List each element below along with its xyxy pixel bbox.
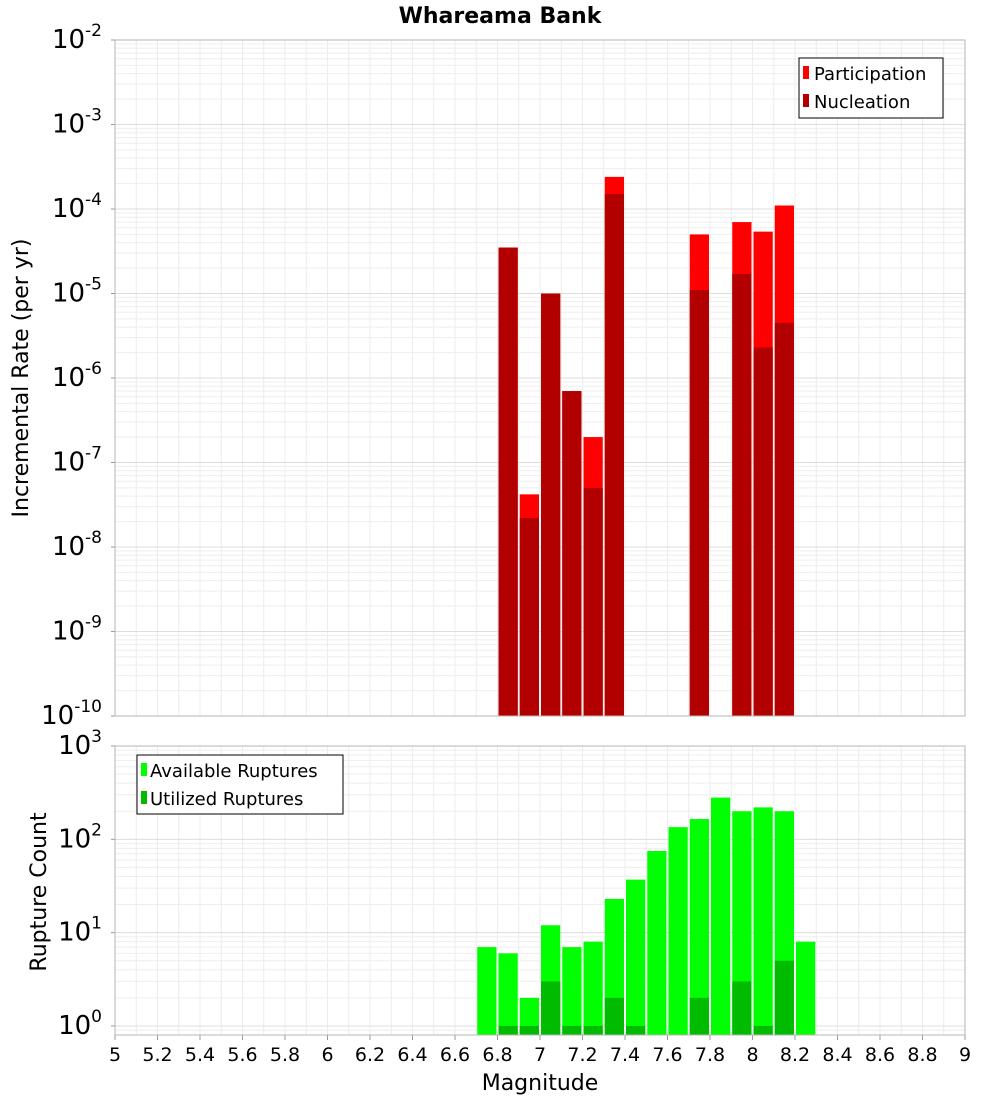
legend-swatch-participation — [803, 66, 809, 79]
bar-available-ruptures — [477, 947, 497, 1035]
bar-utilized-ruptures — [774, 960, 794, 1035]
top-y-tick-label: 10-8 — [52, 528, 102, 562]
top-y-tick-label: 10-10 — [41, 697, 102, 731]
bar-nucleation — [541, 293, 561, 716]
legend-swatch-utilized-ruptures — [141, 791, 147, 804]
x-tick-label: 5.2 — [142, 1044, 172, 1066]
top-y-tick-label: 10-9 — [52, 613, 102, 647]
x-tick-label: 7 — [534, 1044, 546, 1066]
bar-available-ruptures — [562, 947, 582, 1035]
bar-utilized-ruptures — [732, 981, 752, 1035]
x-tick-label: 7.2 — [567, 1044, 597, 1066]
bottom-legend-box — [136, 754, 344, 815]
top-y-tick-label: 10-6 — [52, 359, 102, 393]
x-tick-label: 6.8 — [482, 1044, 512, 1066]
x-tick-label: 6.6 — [440, 1044, 470, 1066]
x-tick-label: 5.8 — [270, 1044, 300, 1066]
bar-nucleation — [498, 247, 518, 716]
bar-available-ruptures — [647, 850, 667, 1035]
bar-available-ruptures — [626, 879, 646, 1035]
bar-utilized-ruptures — [498, 1025, 518, 1035]
x-tick-label: 7.4 — [610, 1044, 640, 1066]
x-tick-label: 8 — [746, 1044, 758, 1066]
bar-nucleation — [604, 194, 624, 716]
x-tick-label: 8.8 — [907, 1044, 937, 1066]
top-y-tick-label: 10-3 — [52, 106, 102, 140]
x-ticks: 5 5.2 5.4 5.6 5.8 6 6.2 6.4 6.6 6.8 7 7.2 7.4 7.6 7.8 8… — [109, 1035, 971, 1066]
bottom-y-axis-label: Rupture Count — [27, 812, 52, 972]
top-plot-frame — [114, 39, 966, 717]
bar-nucleation — [732, 274, 752, 716]
x-tick-label: 5 — [109, 1044, 121, 1066]
legend-label-participation: Participation — [814, 64, 926, 85]
bottom-y-tick-label: 103 — [58, 727, 102, 761]
bottom-y-tick-label: 100 — [58, 1007, 102, 1041]
top-legend-box — [798, 57, 944, 119]
bar-available-ruptures — [668, 827, 688, 1035]
bar-available-ruptures — [732, 811, 752, 1035]
bar-nucleation — [519, 518, 539, 716]
bar-utilized-ruptures — [519, 1025, 539, 1035]
bar-available-ruptures — [711, 797, 731, 1035]
x-tick-label: 6.2 — [355, 1044, 385, 1066]
bar-utilized-ruptures — [689, 997, 709, 1035]
x-tick-label: 6 — [321, 1044, 333, 1066]
legend-swatch-available-ruptures — [141, 763, 147, 776]
top-y-tick-label: 10-4 — [52, 190, 102, 224]
x-tick-label: 8.6 — [865, 1044, 895, 1066]
x-tick-label: 8.2 — [780, 1044, 810, 1066]
bar-utilized-ruptures — [562, 1025, 582, 1035]
x-axis-label: Magnitude — [482, 1071, 599, 1096]
bar-available-ruptures — [498, 953, 518, 1035]
bar-available-ruptures — [583, 941, 603, 1035]
top-y-tick-label: 10-7 — [52, 444, 102, 478]
bar-nucleation — [562, 391, 582, 716]
x-tick-label: 9 — [959, 1044, 971, 1066]
bar-nucleation — [753, 347, 773, 716]
top-y-tick-label: 10-5 — [52, 275, 102, 309]
x-tick-label: 6.4 — [397, 1044, 427, 1066]
bar-nucleation — [583, 487, 603, 716]
bar-utilized-ruptures — [583, 1025, 603, 1035]
bar-available-ruptures — [519, 997, 539, 1035]
bottom-legend: Available Ruptures Utilized Ruptures — [136, 754, 344, 815]
chart-title: Whareama Bank — [399, 4, 603, 29]
bottom-plot-frame — [114, 745, 966, 1036]
bottom-y-ticks: 100 101 102 103 — [58, 727, 115, 1041]
top-y-tick-label: 10-2 — [52, 21, 102, 55]
x-tick-label: 7.6 — [652, 1044, 682, 1066]
bottom-bars — [477, 797, 816, 1035]
top-y-ticks: 10-10 10-9 10-8 10-7 10-6 10-5 10-4 10-3 10-2 — [41, 21, 115, 731]
bottom-y-tick-label: 102 — [58, 820, 102, 854]
bar-utilized-ruptures — [604, 997, 624, 1035]
top-y-axis-label: Incremental Rate (per yr) — [9, 239, 34, 518]
bar-available-ruptures — [689, 819, 709, 1035]
bar-utilized-ruptures — [626, 1025, 646, 1035]
top-plot-grid — [114, 39, 966, 717]
x-tick-label: 5.4 — [185, 1044, 215, 1066]
bar-nucleation — [774, 322, 794, 716]
bar-nucleation — [689, 290, 709, 716]
top-bars — [498, 176, 794, 717]
bar-available-ruptures — [796, 941, 816, 1035]
bottom-y-tick-label: 101 — [58, 914, 102, 948]
x-tick-label: 7.8 — [695, 1044, 725, 1066]
bar-available-ruptures — [753, 807, 773, 1035]
legend-swatch-nucleation — [803, 94, 809, 107]
x-tick-label: 5.6 — [227, 1044, 257, 1066]
top-legend: Participation Nucleation — [798, 57, 944, 119]
x-tick-label: 8.4 — [822, 1044, 852, 1066]
legend-label-available-ruptures: Available Ruptures — [150, 761, 318, 782]
legend-label-utilized-ruptures: Utilized Ruptures — [150, 789, 303, 810]
bar-utilized-ruptures — [753, 1025, 773, 1035]
legend-label-nucleation: Nucleation — [814, 92, 910, 113]
bar-utilized-ruptures — [541, 981, 561, 1035]
